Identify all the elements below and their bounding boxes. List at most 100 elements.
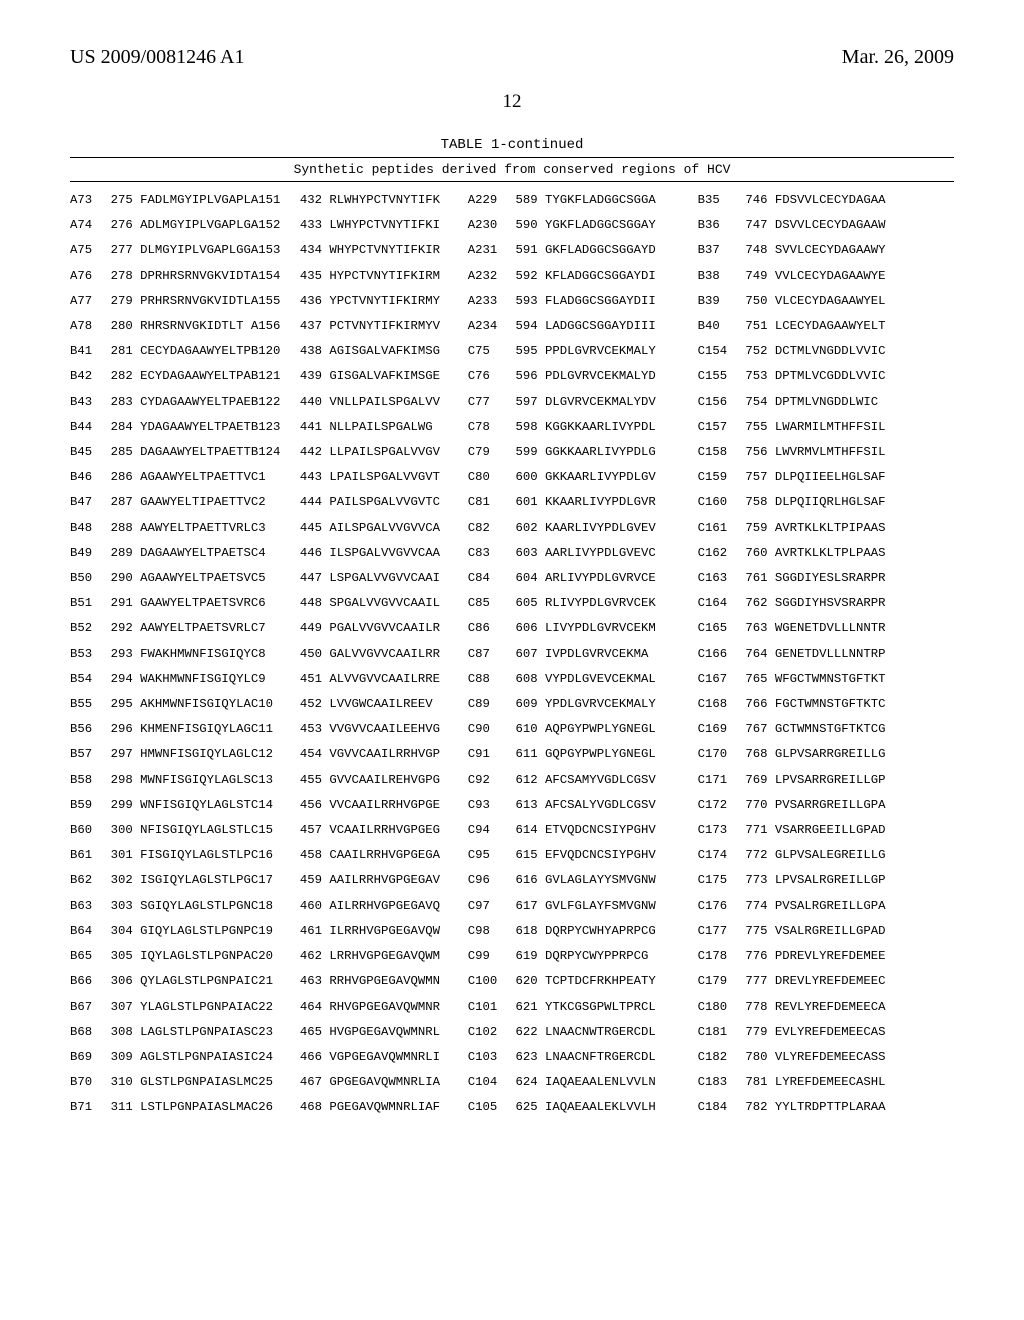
cell: 751 LCECYDAGAAWYELT (745, 314, 954, 339)
cell: C101 (468, 995, 516, 1020)
cell: B63 (70, 894, 111, 919)
cell: B59 (70, 793, 111, 818)
cell: B46 (70, 465, 111, 490)
cell: 449 PGALVVGVVCAAILR (300, 616, 468, 641)
cell: 591 GKFLADGGCSGGAYD (516, 238, 698, 263)
cell: 621 YTKCGSGPWLTPRCL (516, 995, 698, 1020)
cell: 780 VLYREFDEMEECASS (745, 1045, 954, 1070)
cell: 282 ECYDAGAAWYELTPAB121 (111, 364, 300, 389)
cell: B43 (70, 390, 111, 415)
cell: 596 PDLGVRVCEKMALYD (516, 364, 698, 389)
cell: 601 KKAARLIVYPDLGVR (516, 490, 698, 515)
cell: 458 CAAILRRHVGPGEGA (300, 843, 468, 868)
cell: C168 (698, 692, 746, 717)
cell: 748 SVVLCECYDAGAAWY (745, 238, 954, 263)
cell: C83 (468, 541, 516, 566)
cell: 436 YPCTVNYTIFKIRMY (300, 289, 468, 314)
cell: 593 FLADGGCSGGAYDII (516, 289, 698, 314)
cell: C94 (468, 818, 516, 843)
cell: C170 (698, 742, 746, 767)
cell: B71 (70, 1095, 111, 1120)
cell: 306 QYLAGLSTLPGNPAIC21 (111, 969, 300, 994)
cell: 603 AARLIVYPDLGVEVC (516, 541, 698, 566)
cell: 434 WHYPCTVNYTIFKIR (300, 238, 468, 263)
cell: 598 KGGKKAARLIVYPDL (516, 415, 698, 440)
cell: 755 LWARMILMTHFFSIL (745, 415, 954, 440)
cell: C100 (468, 969, 516, 994)
table-row: B49289 DAGAAWYELTPAETSC4446 ILSPGALVVGVV… (70, 541, 954, 566)
cell: 432 RLWHYPCTVNYTIFK (300, 188, 468, 213)
table-row: B60300 NFISGIQYLAGLSTLC15457 VCAAILRRHVG… (70, 818, 954, 843)
cell: 297 HMWNFISGIQYLAGLC12 (111, 742, 300, 767)
cell: 764 GENETDVLLLNNTRP (745, 642, 954, 667)
cell: 290 AGAAWYELTPAETSVC5 (111, 566, 300, 591)
page-header: US 2009/0081246 A1 Mar. 26, 2009 (70, 46, 954, 69)
cell: B60 (70, 818, 111, 843)
table-row: A77279 PRHRSRNVGKVIDTLA155436 YPCTVNYTIF… (70, 289, 954, 314)
cell: B69 (70, 1045, 111, 1070)
cell: 443 LPAILSPGALVVGVT (300, 465, 468, 490)
cell: C157 (698, 415, 746, 440)
table-row: B70310 GLSTLPGNPAIASLMC25467 GPGEGAVQWMN… (70, 1070, 954, 1095)
cell: 624 IAQAEAALENLVVLN (516, 1070, 698, 1095)
cell: 300 NFISGIQYLAGLSTLC15 (111, 818, 300, 843)
cell: 310 GLSTLPGNPAIASLMC25 (111, 1070, 300, 1095)
cell: A232 (468, 264, 516, 289)
table-row: B44284 YDAGAAWYELTPAETB123441 NLLPAILSPG… (70, 415, 954, 440)
cell: C78 (468, 415, 516, 440)
cell: B47 (70, 490, 111, 515)
cell: C173 (698, 818, 746, 843)
cell: 460 AILRRHVGPGEGAVQ (300, 894, 468, 919)
cell: 761 SGGDIYESLSRARPR (745, 566, 954, 591)
cell: C91 (468, 742, 516, 767)
cell: 451 ALVVGVVCAAILRRE (300, 667, 468, 692)
cell: A231 (468, 238, 516, 263)
cell: 452 LVVGWCAAILREEV (300, 692, 468, 717)
cell: B40 (698, 314, 746, 339)
cell: A75 (70, 238, 111, 263)
cell: 465 HVGPGEGAVQWMNRL (300, 1020, 468, 1045)
cell: 454 VGVVCAAILRRHVGP (300, 742, 468, 767)
table-row: B61301 FISGIQYLAGLSTLPC16458 CAAILRRHVGP… (70, 843, 954, 868)
cell: 776 PDREVLYREFDEMEE (745, 944, 954, 969)
cell: 466 VGPGEGAVQWMNRLI (300, 1045, 468, 1070)
cell: A233 (468, 289, 516, 314)
cell: 763 WGENETDVLLLNNTR (745, 616, 954, 641)
cell: 604 ARLIVYPDLGVRVCE (516, 566, 698, 591)
page: US 2009/0081246 A1 Mar. 26, 2009 12 TABL… (0, 0, 1024, 1320)
table-caption: TABLE 1-continued (70, 137, 954, 153)
cell: 311 LSTLPGNPAIASLMAC26 (111, 1095, 300, 1120)
cell: 294 WAKHMWNFISGIQYLC9 (111, 667, 300, 692)
cell: C165 (698, 616, 746, 641)
cell: 753 DPTMLVCGDDLVVIC (745, 364, 954, 389)
cell: C90 (468, 717, 516, 742)
cell: C176 (698, 894, 746, 919)
cell: C179 (698, 969, 746, 994)
cell: 279 PRHRSRNVGKVIDTLA155 (111, 289, 300, 314)
cell: C162 (698, 541, 746, 566)
cell: 749 VVLCECYDAGAAWYE (745, 264, 954, 289)
cell: 599 GGKKAARLIVYPDLG (516, 440, 698, 465)
cell: 462 LRRHVGPGEGAVQWM (300, 944, 468, 969)
cell: 595 PPDLGVRVCEKMALY (516, 339, 698, 364)
cell: 782 YYLTRDPTTPLARAA (745, 1095, 954, 1120)
cell: 610 AQPGYPWPLYGNEGL (516, 717, 698, 742)
cell: 777 DREVLYREFDEMEEC (745, 969, 954, 994)
cell: 767 GCTWMNSTGFTKTCG (745, 717, 954, 742)
table-row: B55295 AKHMWNFISGIQYLAC10452 LVVGWCAAILR… (70, 692, 954, 717)
cell: 283 CYDAGAAWYELTPAEB122 (111, 390, 300, 415)
cell: 750 VLCECYDAGAAWYEL (745, 289, 954, 314)
table-row: B53293 FWAKHMWNFISGIQYC8450 GALVVGVVCAAI… (70, 642, 954, 667)
cell: C96 (468, 868, 516, 893)
table-row: B58298 MWNFISGIQYLAGLSC13455 GVVCAAILREH… (70, 768, 954, 793)
cell: 446 ILSPGALVVGVVCAA (300, 541, 468, 566)
cell: C160 (698, 490, 746, 515)
cell: 448 SPGALVVGVVCAAIL (300, 591, 468, 616)
cell: 622 LNAACNWTRGERCDL (516, 1020, 698, 1045)
cell: 605 RLIVYPDLGVRVCEK (516, 591, 698, 616)
cell: C172 (698, 793, 746, 818)
cell: C88 (468, 667, 516, 692)
cell: 461 ILRRHVGPGEGAVQW (300, 919, 468, 944)
cell: 597 DLGVRVCEKMALYDV (516, 390, 698, 415)
cell: C89 (468, 692, 516, 717)
